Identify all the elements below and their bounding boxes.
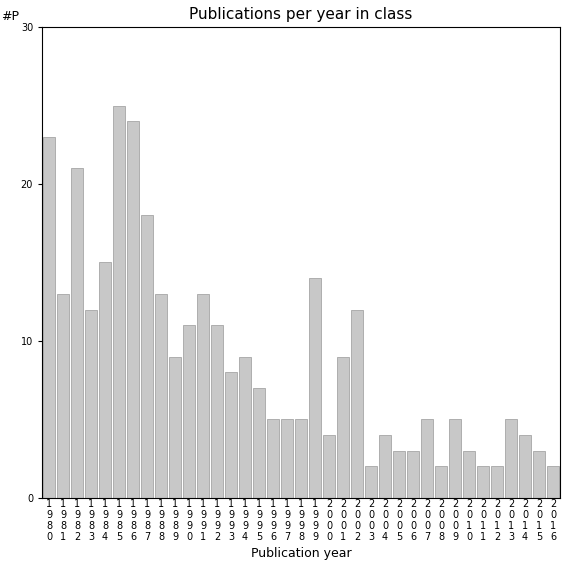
- Bar: [281, 420, 293, 498]
- Bar: [57, 294, 69, 498]
- Bar: [85, 310, 97, 498]
- Bar: [43, 137, 55, 498]
- Bar: [113, 105, 125, 498]
- Bar: [477, 466, 489, 498]
- Bar: [365, 466, 377, 498]
- Bar: [505, 420, 517, 498]
- Bar: [519, 435, 531, 498]
- Bar: [169, 357, 181, 498]
- Bar: [309, 278, 321, 498]
- Title: Publications per year in class: Publications per year in class: [189, 7, 413, 22]
- Text: #P: #P: [1, 10, 19, 23]
- Bar: [155, 294, 167, 498]
- Bar: [337, 357, 349, 498]
- Bar: [295, 420, 307, 498]
- Bar: [435, 466, 447, 498]
- Bar: [253, 388, 265, 498]
- Bar: [99, 263, 111, 498]
- Bar: [141, 215, 153, 498]
- Bar: [239, 357, 251, 498]
- Bar: [197, 294, 209, 498]
- Bar: [323, 435, 335, 498]
- Bar: [211, 325, 223, 498]
- Bar: [533, 451, 545, 498]
- Bar: [225, 373, 237, 498]
- Bar: [463, 451, 475, 498]
- Bar: [547, 466, 559, 498]
- Bar: [127, 121, 139, 498]
- Bar: [379, 435, 391, 498]
- Bar: [393, 451, 405, 498]
- Bar: [351, 310, 363, 498]
- Bar: [491, 466, 503, 498]
- Bar: [267, 420, 279, 498]
- Bar: [421, 420, 433, 498]
- Bar: [71, 168, 83, 498]
- Bar: [183, 325, 195, 498]
- Bar: [449, 420, 461, 498]
- Bar: [407, 451, 419, 498]
- X-axis label: Publication year: Publication year: [251, 547, 352, 560]
